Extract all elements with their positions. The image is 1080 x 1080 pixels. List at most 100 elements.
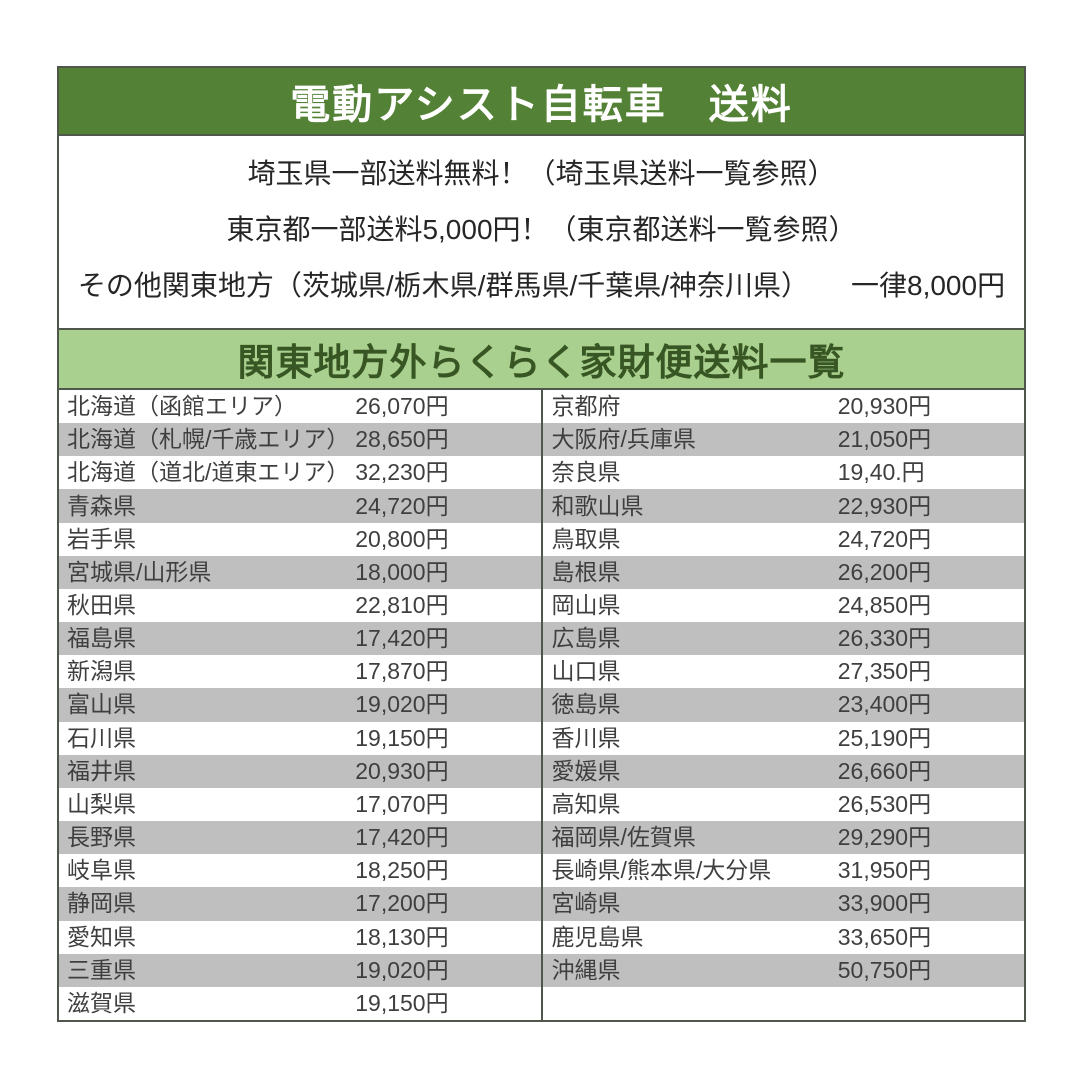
region-cell-right: 香川県 [541,721,837,755]
region-cell-left: 富山県 [67,691,136,718]
region-cell-right: 鹿児島県 [541,920,837,954]
price-cell-left: 17,200円 [355,890,449,917]
table-row: 滋賀県 19,150円 [59,986,1024,1020]
table-row: 岐阜県 18,250円 長崎県/熊本県/大分県 31,950円 [59,854,1024,888]
note-tokyo: 東京都一部送料5,000円！（東京都送料一覧参照） [226,214,857,246]
region-cell-left: 石川県 [67,724,136,751]
table-row: 静岡県 17,200円 宮崎県 33,900円 [59,887,1024,921]
table-row: 石川県 19,150円 香川県 25,190円 [59,721,1024,755]
region-cell-right [541,986,837,1020]
price-cell-left: 19,150円 [355,989,449,1016]
table-row: 北海道（函館エリア） 26,070円 京都府 20,930円 [59,390,1024,424]
region-cell-left: 山梨県 [67,790,136,817]
region-cell-right: 徳島県 [541,688,837,722]
table-row: 青森県 24,720円 和歌山県 22,930円 [59,489,1024,523]
region-cell-left: 北海道（札幌/千歳エリア） [67,426,350,453]
region-cell-right: 奈良県 [541,456,837,490]
price-cell-left: 18,130円 [355,923,449,950]
price-cell-right: 33,900円 [837,890,932,917]
price-cell-left: 19,020円 [355,956,449,983]
price-cell-right: 26,200円 [837,558,932,585]
region-cell-left: 滋賀県 [67,989,136,1016]
price-cell-right: 23,400円 [837,691,932,718]
price-cell-left: 18,250円 [355,857,449,884]
region-cell-right: 福岡県/佐賀県 [541,821,837,855]
price-cell-right: 19,40.円 [837,459,925,486]
page-title-bar: 電動アシスト自転車 送料 [59,68,1024,136]
shipping-fee-sheet: 電動アシスト自転車 送料 埼玉県一部送料無料！（埼玉県送料一覧参照） 東京都一部… [57,66,1026,1022]
table-row: 新潟県 17,870円 山口県 27,350円 [59,655,1024,689]
region-cell-right: 長崎県/熊本県/大分県 [541,854,837,888]
shipping-notes: 埼玉県一部送料無料！（埼玉県送料一覧参照） 東京都一部送料5,000円！（東京都… [59,136,1024,328]
table-row: 福井県 20,930円 愛媛県 26,660円 [59,754,1024,788]
price-cell-right: 29,290円 [837,824,932,851]
price-cell-left: 17,870円 [355,658,449,685]
price-cell-right: 31,950円 [837,857,932,884]
region-cell-right: 和歌山県 [541,489,837,523]
region-cell-left: 北海道（函館エリア） [67,393,297,420]
region-cell-left: 宮城県/山形県 [67,558,212,585]
region-cell-right: 島根県 [541,555,837,589]
price-cell-right: 50,750円 [837,956,932,983]
region-cell-left: 秋田県 [67,592,136,619]
region-cell-right: 高知県 [541,787,837,822]
price-cell-right: 22,930円 [837,492,932,519]
region-cell-left: 青森県 [67,492,136,519]
table-row: 山梨県 17,070円 高知県 26,530円 [59,787,1024,822]
table-row: 三重県 19,020円 沖縄県 50,750円 [59,953,1024,987]
price-cell-left: 22,810円 [355,592,449,619]
table-row: 北海道（札幌/千歳エリア） 28,650円 大阪府/兵庫県 21,050円 [59,423,1024,457]
table-row: 福島県 17,420円 広島県 26,330円 [59,622,1024,656]
note-other-kanto: その他関東地方（茨城県/栃木県/群馬県/千葉県/神奈川県） 一律8,000円 [77,270,1006,302]
region-cell-left: 岐阜県 [67,857,136,884]
price-cell-right: 20,930円 [837,393,932,420]
price-cell-left: 20,800円 [355,525,449,552]
table-row: 富山県 19,020円 徳島県 23,400円 [59,688,1024,722]
region-cell-left: 愛知県 [67,923,136,950]
price-cell-right: 24,850円 [837,592,932,619]
table-row: 岩手県 20,800円 鳥取県 24,720円 [59,522,1024,556]
price-cell-left: 19,020円 [355,691,449,718]
price-cell-left: 19,150円 [355,724,449,751]
region-cell-left: 静岡県 [67,890,136,917]
table-row: 宮城県/山形県 18,000円 島根県 26,200円 [59,555,1024,589]
price-cell-left: 28,650円 [355,426,449,453]
table-row: 長野県 17,420円 福岡県/佐賀県 29,290円 [59,821,1024,855]
region-cell-right: 鳥取県 [541,522,837,556]
price-cell-left: 18,000円 [355,558,449,585]
shipping-fee-table: 北海道（函館エリア） 26,070円 京都府 20,930円 北海道（札幌/千歳… [59,390,1024,1020]
region-cell-left: 福井県 [67,757,136,784]
table-section-title: 関東地方外らくらく家財便送料一覧 [237,342,846,383]
price-cell-left: 17,420円 [355,824,449,851]
region-cell-left: 新潟県 [67,658,136,685]
region-cell-right: 大阪府/兵庫県 [541,423,837,457]
region-cell-left: 岩手県 [67,525,136,552]
region-cell-right: 愛媛県 [541,754,837,788]
region-cell-right: 山口県 [541,655,837,689]
region-cell-right: 岡山県 [541,588,837,623]
table-row: 秋田県 22,810円 岡山県 24,850円 [59,588,1024,623]
price-cell-left: 26,070円 [355,393,449,420]
price-cell-left: 17,420円 [355,625,449,652]
price-cell-right: 33,650円 [837,923,932,950]
price-cell-left: 24,720円 [355,492,449,519]
region-cell-right: 宮崎県 [541,887,837,921]
region-cell-right: 沖縄県 [541,953,837,987]
price-cell-left: 32,230円 [355,459,449,486]
region-cell-right: 広島県 [541,622,837,656]
region-cell-right: 京都府 [541,390,837,424]
region-cell-left: 三重県 [67,956,136,983]
price-cell-right: 25,190円 [837,724,932,751]
note-saitama: 埼玉県一部送料無料！（埼玉県送料一覧参照） [247,158,836,190]
price-cell-right: 21,050円 [837,426,932,453]
table-section-header: 関東地方外らくらく家財便送料一覧 [59,328,1024,390]
price-cell-right [838,987,1024,1020]
price-cell-left: 17,070円 [355,790,449,817]
region-cell-left: 福島県 [67,625,136,652]
region-cell-left: 北海道（道北/道東エリア） [67,459,350,486]
price-cell-right: 26,530円 [837,790,932,817]
region-cell-left: 長野県 [67,824,136,851]
price-cell-left: 20,930円 [355,757,449,784]
page-title: 電動アシスト自転車 送料 [290,83,793,127]
price-cell-right: 27,350円 [837,658,932,685]
